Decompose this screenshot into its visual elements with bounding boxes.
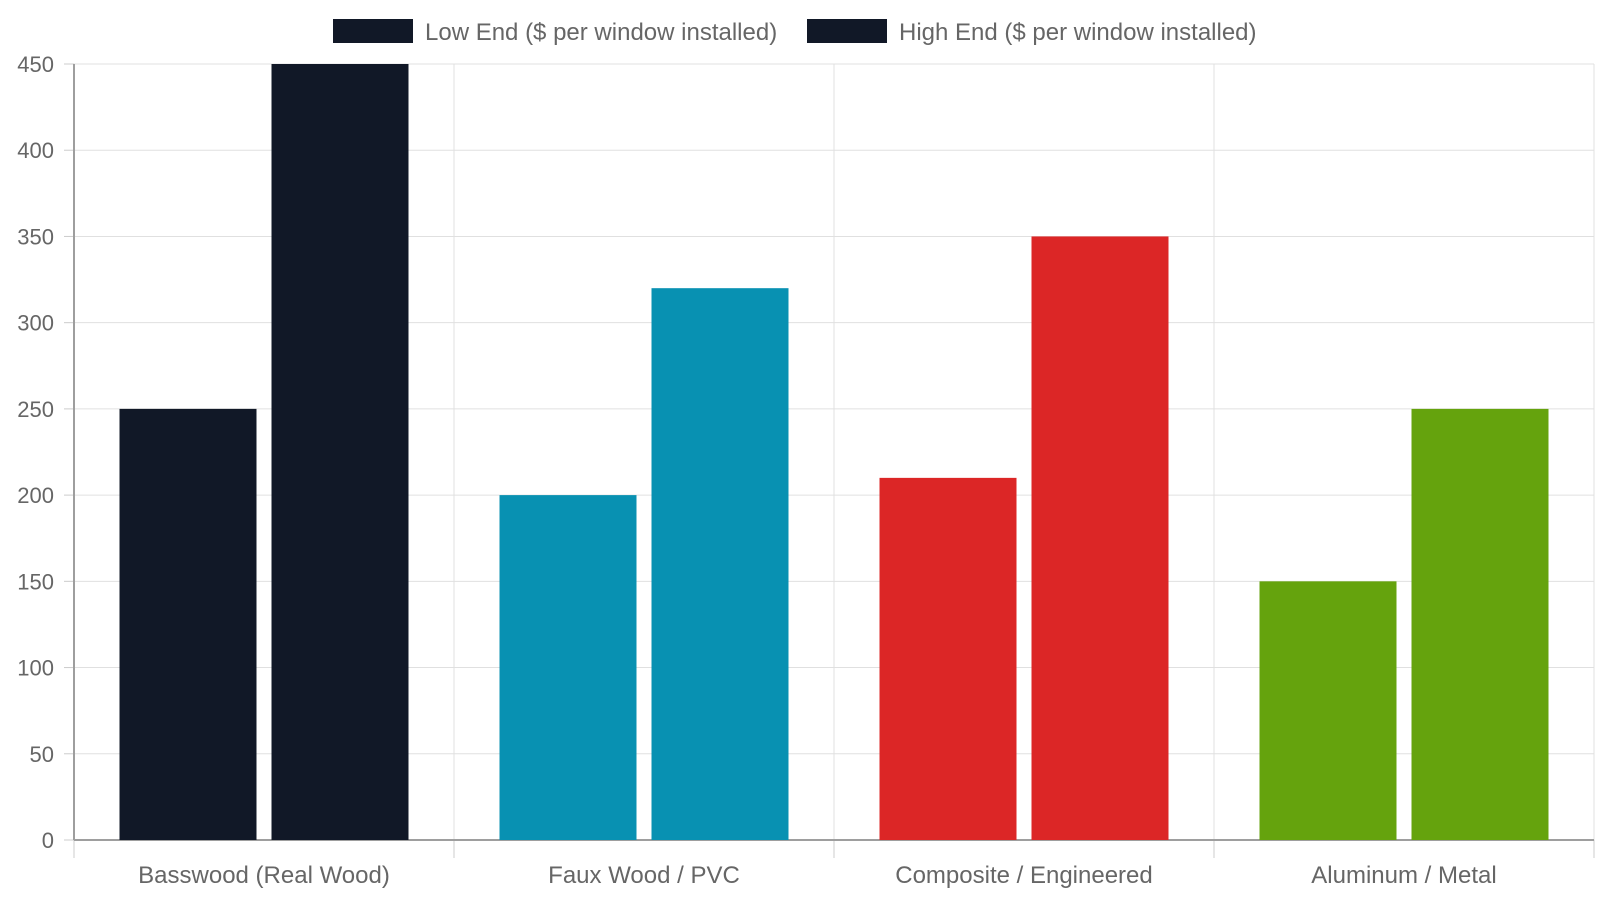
x-category-label-2: Composite / Engineered xyxy=(895,862,1152,889)
y-tick-labels: 0 50 100 150 200 250 300 350 400 450 xyxy=(17,52,54,853)
legend-swatch-low-end[interactable] xyxy=(333,19,413,43)
y-tick-label-0: 0 xyxy=(42,828,54,853)
y-tick-label-6: 300 xyxy=(17,311,54,336)
legend[interactable]: Low End ($ per window installed) High En… xyxy=(333,19,1257,46)
bar-low-3[interactable] xyxy=(1259,581,1397,840)
bar-low-1[interactable] xyxy=(499,495,637,840)
y-tick-label-3: 150 xyxy=(17,569,54,594)
y-tick-label-5: 250 xyxy=(17,397,54,422)
bar-low-0[interactable] xyxy=(119,408,257,840)
y-tick-label-7: 350 xyxy=(17,224,54,249)
x-category-label-3: Aluminum / Metal xyxy=(1311,862,1496,889)
bar-high-2[interactable] xyxy=(1031,236,1169,840)
legend-label-low-end[interactable]: Low End ($ per window installed) xyxy=(425,19,777,46)
bar-high-0[interactable] xyxy=(271,64,409,840)
y-tick-label-2: 100 xyxy=(17,656,54,681)
y-tick-label-4: 200 xyxy=(17,483,54,508)
bars xyxy=(119,64,1549,841)
x-category-labels: Basswood (Real Wood) Faux Wood / PVC Compo… xyxy=(138,862,1497,889)
bar-low-2[interactable] xyxy=(879,477,1017,840)
y-tick-label-1: 50 xyxy=(30,742,54,767)
y-tick-label-9: 450 xyxy=(17,52,54,77)
x-category-label-0: Basswood (Real Wood) xyxy=(138,862,390,889)
x-category-label-1: Faux Wood / PVC xyxy=(548,862,740,889)
legend-label-high-end[interactable]: High End ($ per window installed) xyxy=(899,19,1257,46)
bar-high-3[interactable] xyxy=(1411,408,1549,840)
bar-high-1[interactable] xyxy=(651,288,789,841)
y-tick-label-8: 400 xyxy=(17,138,54,163)
legend-swatch-high-end[interactable] xyxy=(807,19,887,43)
